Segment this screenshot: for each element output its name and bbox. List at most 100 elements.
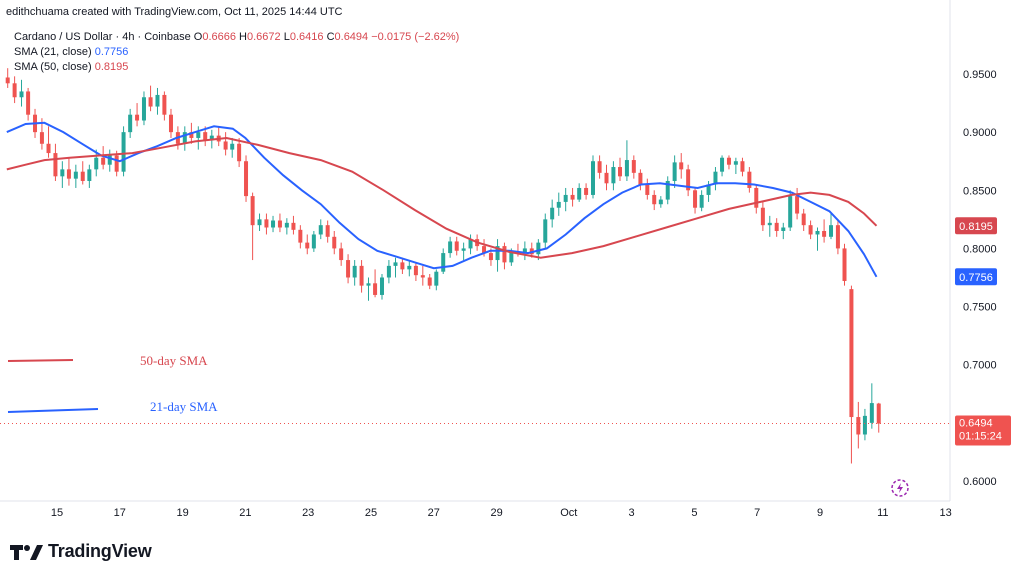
candle: [73, 164, 78, 188]
candle-body: [611, 167, 616, 184]
x-tick-label: 19: [176, 507, 188, 519]
candle-body: [277, 220, 282, 228]
candle: [502, 242, 507, 270]
candle-body: [19, 91, 24, 98]
candle-body: [420, 275, 425, 278]
svg-text:0.8195: 0.8195: [959, 221, 993, 233]
candle: [352, 260, 357, 286]
x-tick-label: 17: [114, 507, 126, 519]
candle: [611, 161, 616, 191]
lightning-icon[interactable]: [891, 479, 909, 497]
x-tick-label: 5: [691, 507, 697, 519]
candle-body: [400, 262, 405, 270]
candle: [366, 277, 371, 301]
candle: [407, 260, 412, 277]
candle-body: [706, 184, 711, 195]
y-tick-label: 0.9500: [963, 69, 997, 81]
candle: [638, 169, 643, 191]
candle: [60, 161, 65, 188]
tradingview-logo[interactable]: TradingView: [10, 541, 152, 562]
candle-body: [427, 277, 432, 286]
candle-body: [121, 132, 126, 172]
candle-body: [332, 236, 337, 249]
candle: [135, 103, 140, 127]
candle-body: [495, 246, 500, 261]
candle: [570, 187, 575, 207]
candle: [141, 91, 146, 126]
candle-body: [522, 248, 527, 254]
candle-body: [502, 246, 507, 263]
ohlc-change-value: −0.0175 (−2.62%): [371, 31, 460, 43]
candle-body: [386, 265, 391, 278]
sma21-line: [6, 121, 878, 278]
candle: [522, 241, 527, 261]
candle-body: [876, 403, 881, 424]
candle-body: [774, 222, 779, 231]
candle-body: [5, 77, 10, 84]
candle: [733, 157, 738, 175]
candle: [740, 157, 745, 177]
ohlc-high-label: H: [239, 31, 247, 43]
candle-body: [604, 172, 609, 184]
candle: [325, 220, 330, 243]
candle: [699, 190, 704, 212]
x-tick-label: 27: [428, 507, 440, 519]
candle-body: [66, 169, 71, 179]
candle-body: [373, 283, 378, 295]
candle-body: [379, 277, 384, 295]
candle: [311, 230, 316, 252]
svg-text:01:15:24: 01:15:24: [959, 431, 1002, 443]
candle-body: [60, 169, 65, 177]
candle: [618, 157, 623, 181]
candle: [250, 192, 255, 261]
candle: [815, 227, 820, 251]
candle-body: [849, 289, 854, 418]
candle-body: [862, 415, 867, 435]
x-tick-label: 21: [239, 507, 251, 519]
candle: [305, 234, 310, 255]
candle-body: [209, 135, 214, 141]
candle-body: [26, 91, 31, 115]
candle: [386, 260, 391, 284]
candle: [454, 236, 459, 256]
candle: [829, 213, 834, 240]
candle: [244, 155, 249, 202]
candle-body: [73, 171, 78, 179]
candle-body: [168, 114, 173, 133]
candle: [216, 127, 221, 147]
candle-body: [652, 194, 657, 205]
candle-body: [352, 265, 357, 278]
candle: [346, 254, 351, 284]
candle-body: [237, 143, 242, 162]
y-tick-label: 0.7500: [963, 302, 997, 314]
x-tick-label: 15: [51, 507, 63, 519]
candle: [869, 383, 874, 429]
legend-sma21-row[interactable]: SMA (21, close) 0.7756: [14, 45, 459, 60]
candle: [162, 91, 167, 121]
candle: [413, 262, 418, 281]
chart-attribution: edithchuama created with TradingView.com…: [6, 6, 343, 18]
candle-body: [767, 222, 772, 226]
candle: [577, 183, 582, 202]
candle: [652, 190, 657, 211]
candle-body: [788, 196, 793, 228]
candle: [468, 234, 473, 255]
candle-body: [740, 161, 745, 172]
candle: [597, 155, 602, 179]
candle: [223, 132, 228, 156]
symbol-name[interactable]: Cardano / US Dollar · 4h · Coinbase: [14, 31, 191, 43]
candle: [434, 269, 439, 291]
candle: [80, 161, 85, 185]
candle: [747, 167, 752, 193]
candle: [686, 164, 691, 197]
candle-body: [590, 161, 595, 195]
candle-body: [645, 184, 650, 195]
candle-body: [311, 234, 316, 249]
candle-body: [434, 271, 439, 286]
candle-body: [325, 225, 330, 237]
legend-sma50-row[interactable]: SMA (50, close) 0.8195: [14, 60, 459, 75]
candle-body: [842, 248, 847, 281]
candle: [856, 401, 861, 449]
candle: [318, 219, 323, 240]
